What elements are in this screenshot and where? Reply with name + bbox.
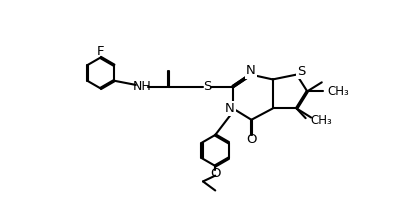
Text: CH₃: CH₃ — [310, 114, 332, 127]
Text: N: N — [246, 64, 256, 77]
Text: NH: NH — [132, 80, 151, 93]
Text: O: O — [246, 133, 257, 146]
Text: F: F — [97, 46, 105, 58]
Text: S: S — [203, 80, 211, 93]
Text: N: N — [225, 102, 235, 115]
Text: O: O — [210, 167, 220, 180]
Text: S: S — [297, 65, 306, 78]
Text: CH₃: CH₃ — [328, 85, 349, 98]
